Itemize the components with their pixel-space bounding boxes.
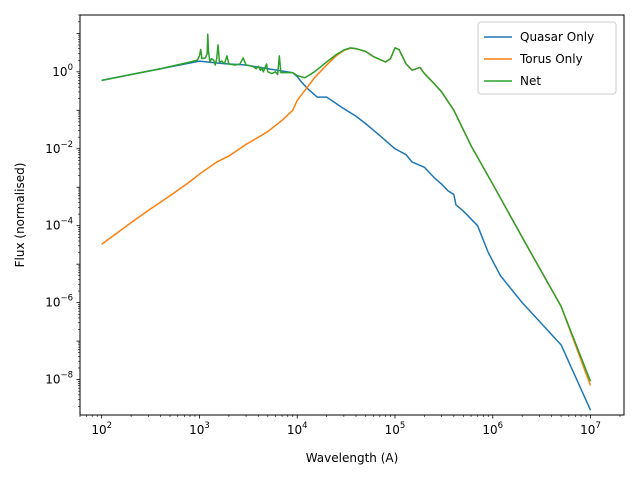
x-tick-label: 102 — [91, 421, 112, 437]
legend: Quasar Only Torus Only Net — [477, 21, 617, 95]
legend-label: Torus Only — [519, 52, 583, 66]
y-tick-label: 10−4 — [45, 217, 73, 233]
y-tick-label: 10−8 — [45, 371, 73, 387]
legend-label: Net — [520, 74, 541, 88]
x-tick-label: 107 — [580, 421, 601, 437]
series-line-net — [101, 33, 592, 382]
series-layer — [101, 33, 592, 411]
y-tick-label: 10−2 — [45, 140, 73, 156]
plot-frame — [79, 14, 625, 416]
x-axis-label: Wavelength (A) — [306, 451, 399, 465]
x-tick-label: 103 — [189, 421, 210, 437]
x-axis: 102 103 104 105 106 107 — [79, 415, 621, 437]
x-tick-label: 105 — [385, 421, 406, 437]
legend-label: Quasar Only — [520, 30, 594, 44]
legend-box — [477, 21, 617, 95]
y-tick-label: 100 — [52, 63, 73, 79]
x-tick-label: 104 — [287, 421, 308, 437]
x-tick-label: 106 — [482, 421, 503, 437]
y-axis: 10−8 10−6 10−4 10−2 100 — [45, 14, 80, 407]
y-axis-label: Flux (normalised) — [13, 163, 27, 268]
y-tick-label: 10−6 — [45, 294, 73, 310]
